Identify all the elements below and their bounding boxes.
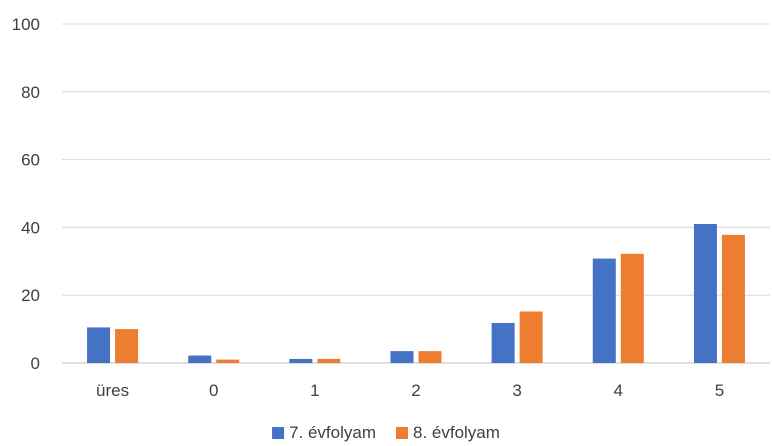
bar-7-evfolyam-3 <box>390 351 414 363</box>
x-tick-label: 1 <box>310 381 319 400</box>
y-tick-label: 80 <box>21 83 40 102</box>
bar-7-evfolyam-4 <box>491 322 515 363</box>
y-tick-label: 20 <box>21 286 40 305</box>
bars <box>87 224 745 363</box>
bar-8-evfolyam-1 <box>216 359 240 363</box>
legend-swatch <box>272 427 285 439</box>
bar-8-evfolyam-3 <box>418 351 442 363</box>
x-axis-ticks: üres 0 1 2 3 4 5 <box>96 381 724 400</box>
y-tick-label: 60 <box>21 151 40 170</box>
legend-label: 7. évfolyam <box>289 423 376 442</box>
legend-item-7-evfolyam: 7. évfolyam <box>272 423 376 442</box>
bar-8-evfolyam-4 <box>519 311 543 363</box>
legend-label: 8. évfolyam <box>413 423 500 442</box>
x-tick-label: üres <box>96 381 129 400</box>
y-axis-ticks: 0 20 40 60 80 100 <box>12 15 40 373</box>
x-tick-label: 3 <box>512 381 521 400</box>
bar-8-evfolyam-5 <box>620 253 644 363</box>
bar-7-evfolyam-1 <box>188 355 212 363</box>
x-tick-label: 0 <box>209 381 218 400</box>
x-tick-label: 2 <box>411 381 420 400</box>
x-tick-label: 4 <box>614 381 623 400</box>
y-tick-label: 0 <box>31 354 40 373</box>
legend: 7. évfolyam 8. évfolyam <box>272 423 500 442</box>
x-tick-label: 5 <box>715 381 724 400</box>
bar-8-evfolyam-6 <box>721 234 745 363</box>
y-tick-label: 40 <box>21 218 40 237</box>
legend-item-8-evfolyam: 8. évfolyam <box>396 423 500 442</box>
bar-7-evfolyam-5 <box>592 258 616 363</box>
bar-8-evfolyam-2 <box>317 358 341 363</box>
bar-8-evfolyam-0 <box>115 329 139 363</box>
bar-7-evfolyam-0 <box>87 327 111 363</box>
legend-swatch <box>396 427 408 439</box>
bar-7-evfolyam-2 <box>289 358 313 363</box>
gridlines <box>62 23 770 364</box>
bar-7-evfolyam-6 <box>693 224 717 363</box>
y-tick-label: 100 <box>12 15 40 34</box>
